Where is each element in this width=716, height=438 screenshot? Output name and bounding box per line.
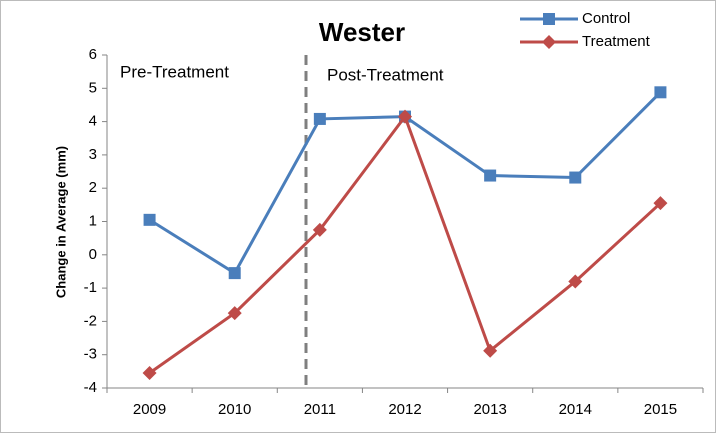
data-point <box>484 169 497 182</box>
x-tick-label: 2014 <box>559 401 592 418</box>
y-tick-label: -1 <box>84 279 97 296</box>
data-point <box>398 109 412 124</box>
x-tick-label: 2011 <box>304 401 336 418</box>
y-axis-label: Change in Average (mm) <box>53 146 68 298</box>
y-tick-label: 1 <box>89 212 97 229</box>
data-point <box>568 274 583 289</box>
legend-label: Treatment <box>582 33 651 50</box>
x-tick-label: 2009 <box>133 401 166 418</box>
y-tick-label: 6 <box>89 46 97 63</box>
x-tick-label: 2015 <box>644 401 677 418</box>
y-tick-label: 0 <box>89 246 97 263</box>
data-point <box>653 196 668 211</box>
data-point <box>313 112 326 125</box>
legend-marker <box>542 35 556 49</box>
x-tick-label: 2010 <box>218 401 251 418</box>
data-point <box>312 222 327 237</box>
data-point <box>143 213 156 226</box>
data-point <box>654 86 667 99</box>
y-tick-label: -3 <box>84 346 97 363</box>
data-point <box>569 171 582 184</box>
y-tick-label: 5 <box>89 79 97 96</box>
annotation: Post-Treatment <box>327 65 444 84</box>
data-point <box>228 267 241 280</box>
y-tick-label: -2 <box>84 312 97 329</box>
data-point <box>142 366 157 381</box>
y-tick-label: 3 <box>89 146 97 163</box>
legend-label: Control <box>582 10 630 27</box>
legend-marker <box>543 13 555 25</box>
y-tick-label: 4 <box>89 113 97 130</box>
y-tick-label: 2 <box>89 179 97 196</box>
annotation: Pre-Treatment <box>120 62 229 81</box>
y-tick-label: -4 <box>84 379 97 396</box>
data-point <box>483 343 498 358</box>
data-point <box>227 306 242 321</box>
x-tick-label: 2013 <box>473 401 506 418</box>
chart-title: Wester <box>319 17 405 47</box>
x-tick-label: 2012 <box>388 401 421 418</box>
